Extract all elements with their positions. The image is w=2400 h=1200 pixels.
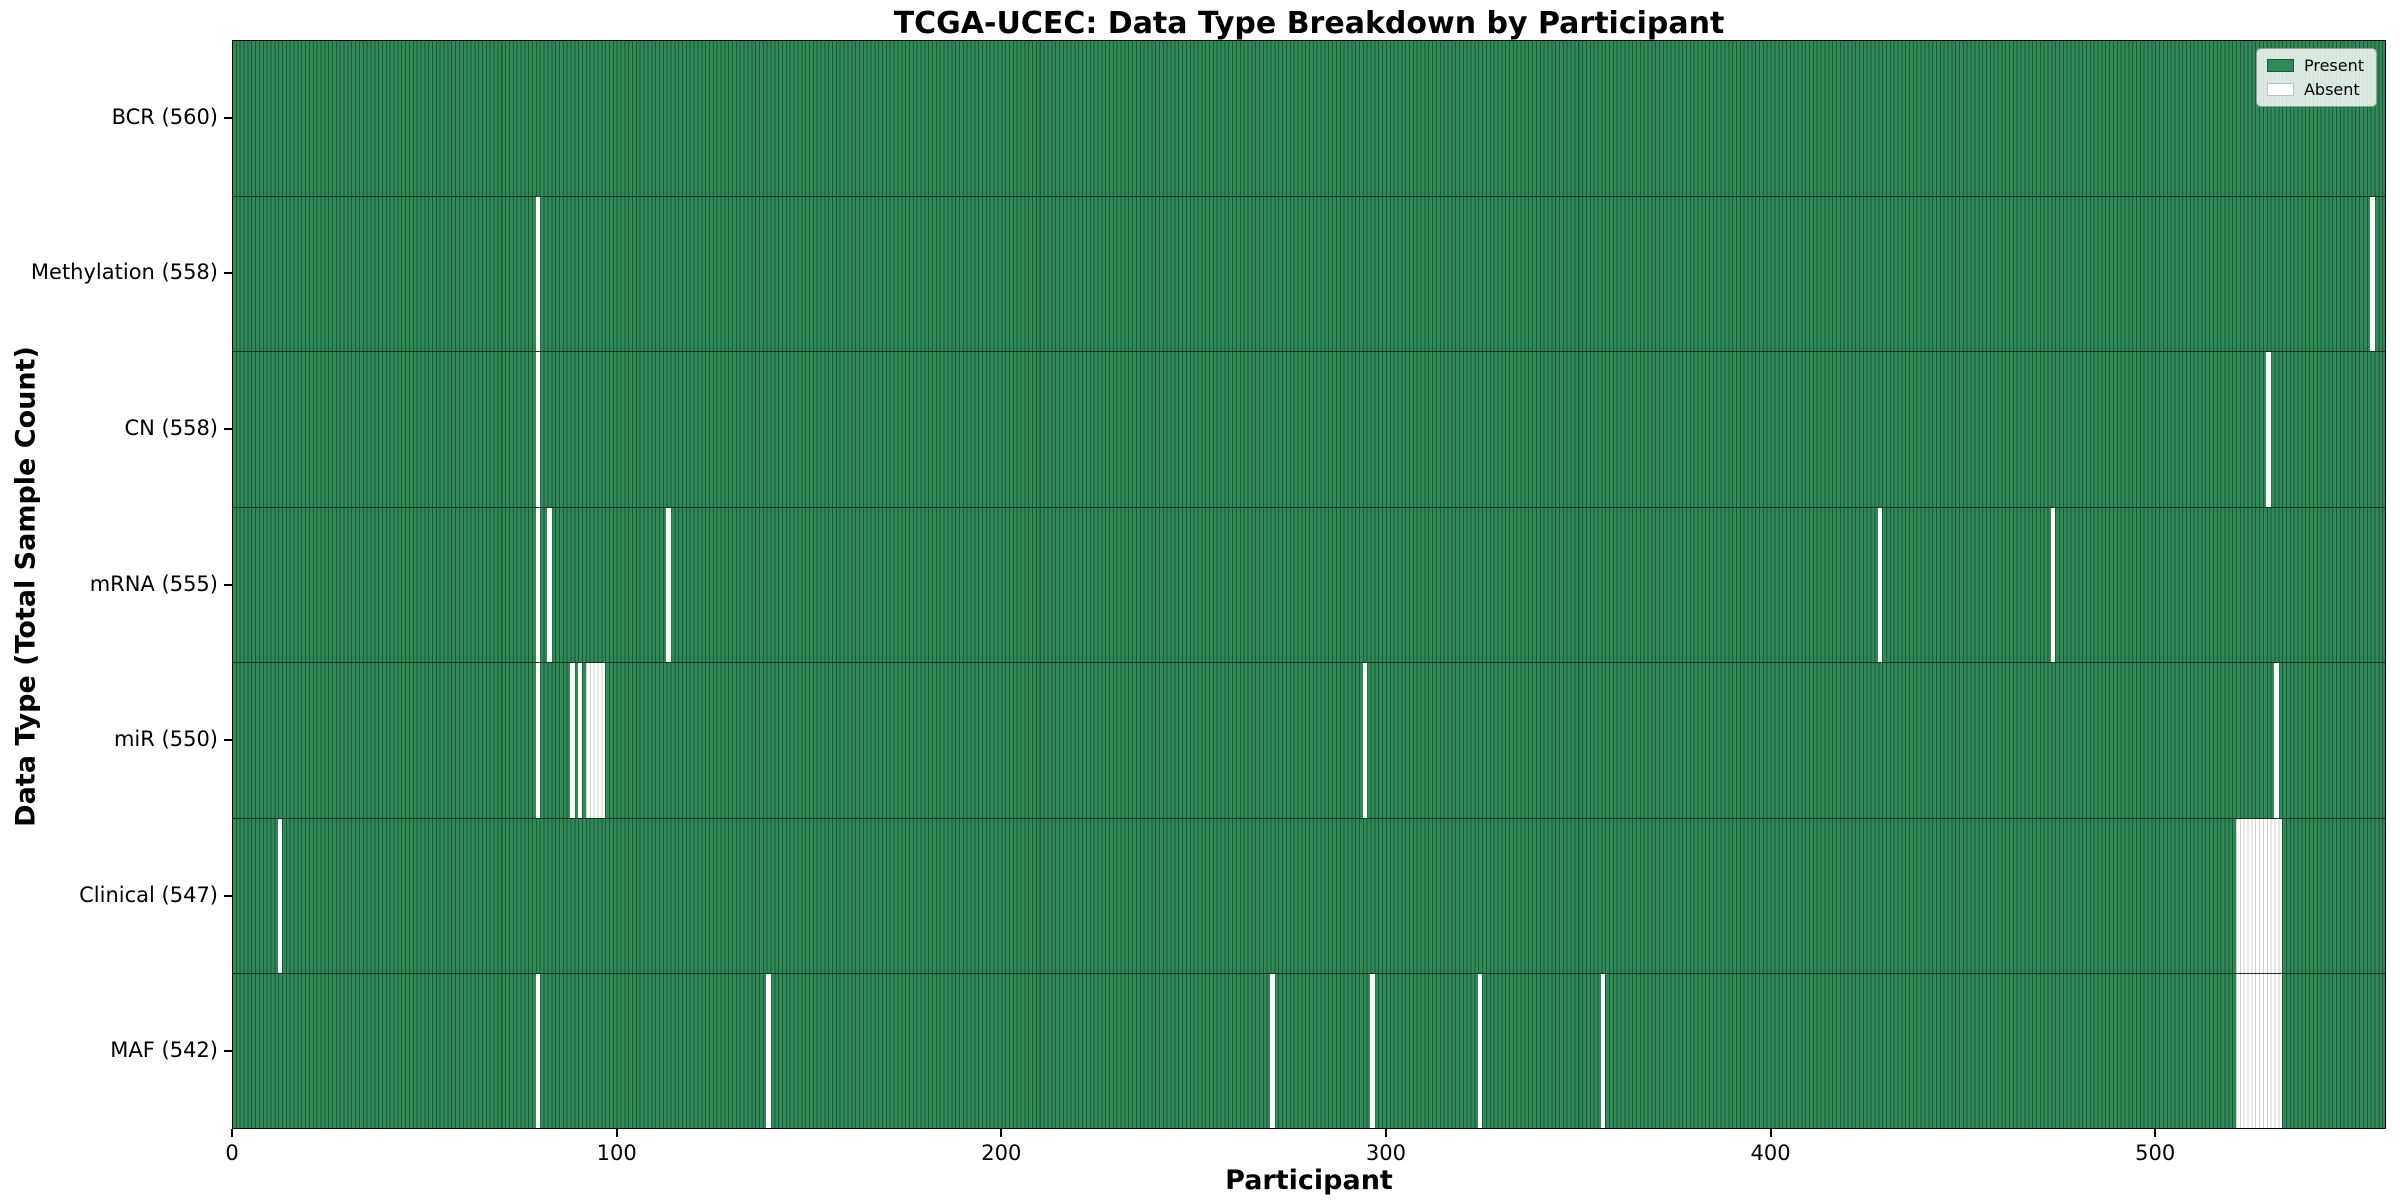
row-cn [232, 351, 2386, 507]
absent-gap-mir-79 [535, 663, 540, 818]
x-tick-label-400: 400 [1750, 1141, 1791, 1165]
y-tick-label-mrna: mRNA (555) [89, 571, 218, 596]
x-tick-label-500: 500 [2135, 1141, 2176, 1165]
absent-gap-maf-521 [2235, 974, 2283, 1129]
absent-gap-mir-92 [585, 663, 606, 818]
chart-title: TCGA-UCEC: Data Type Breakdown by Partic… [893, 6, 1725, 41]
absent-gap-maf-79 [535, 974, 540, 1129]
row-methylation [232, 195, 2386, 352]
legend-absent-label: Absent [2303, 80, 2360, 99]
row-clinical [232, 817, 2386, 974]
row-maf [232, 973, 2386, 1129]
x-tick-mark [1000, 1129, 1003, 1137]
absent-gap-maf-356 [1601, 974, 1606, 1129]
absent-gap-cn-529 [2266, 352, 2271, 507]
absent-gap-mrna-82 [547, 507, 552, 663]
absent-gap-maf-139 [766, 974, 771, 1129]
absent-gap-maf-296 [1370, 974, 1375, 1129]
y-tick-mark [224, 272, 232, 275]
row-bcr [232, 40, 2386, 196]
absent-gap-mir-88 [570, 663, 575, 818]
y-tick-label-mir: miR (550) [113, 727, 218, 752]
y-tick-mark [224, 427, 232, 430]
x-tick-label-100: 100 [596, 1141, 637, 1165]
legend-present-label: Present [2303, 56, 2364, 75]
y-tick-mark [224, 1050, 232, 1053]
y-tick-label-cn: CN (558) [124, 415, 218, 440]
y-tick-label-bcr: BCR (560) [111, 104, 218, 129]
absent-gap-mir-90 [577, 663, 583, 818]
x-tick-mark [615, 1129, 618, 1137]
x-tick-mark [1384, 1129, 1387, 1137]
absent-gap-maf-324 [1477, 974, 1483, 1129]
y-tick-mark [224, 583, 232, 586]
legend-item-absent: Absent [2266, 80, 2364, 99]
row-mir [232, 662, 2386, 818]
legend-absent-swatch [2266, 83, 2294, 96]
y-tick-mark [224, 894, 232, 897]
y-tick-mark [224, 739, 232, 742]
legend: Present Absent [2255, 48, 2377, 107]
x-tick-mark [1769, 1129, 1772, 1137]
legend-present-swatch [2266, 59, 2294, 72]
x-tick-label-0: 0 [225, 1141, 239, 1165]
x-tick-mark [2154, 1129, 2157, 1137]
y-tick-label-clinical: Clinical (547) [79, 882, 218, 907]
y-tick-label-methylation: Methylation (558) [30, 260, 218, 285]
absent-gap-mrna-428 [1877, 507, 1883, 663]
absent-gap-maf-270 [1270, 974, 1275, 1129]
x-tick-mark [231, 1129, 233, 1137]
x-tick-label-300: 300 [1365, 1141, 1406, 1165]
absent-gap-clinical-12 [277, 818, 283, 974]
legend-item-present: Present [2266, 56, 2364, 75]
absent-gap-methylation-79 [535, 196, 540, 352]
x-tick-label-200: 200 [981, 1141, 1022, 1165]
y-tick-mark [224, 116, 232, 119]
row-mrna [232, 506, 2386, 663]
absent-gap-mir-531 [2274, 663, 2279, 818]
x-axis-label: Participant [1225, 1165, 1393, 1196]
absent-gap-mir-294 [1362, 663, 1367, 818]
absent-gap-mrna-473 [2051, 507, 2056, 663]
plot-area: Present Absent [232, 40, 2386, 1129]
absent-gap-clinical-521 [2235, 818, 2283, 974]
absent-gap-mrna-79 [535, 507, 540, 663]
absent-gap-cn-79 [535, 352, 540, 507]
absent-gap-methylation-556 [2370, 196, 2375, 352]
y-tick-label-maf: MAF (542) [110, 1038, 218, 1063]
absent-gap-mrna-113 [666, 507, 671, 663]
